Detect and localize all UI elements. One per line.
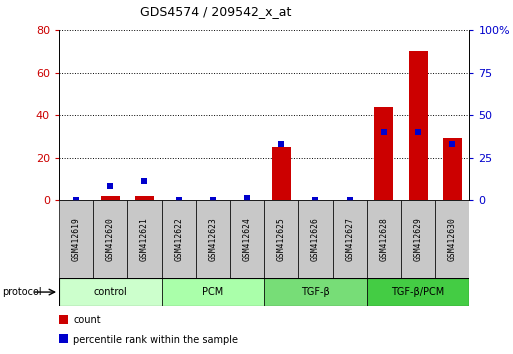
Point <box>106 184 114 189</box>
Text: GDS4574 / 209542_x_at: GDS4574 / 209542_x_at <box>140 5 291 18</box>
Bar <box>264 200 299 278</box>
Bar <box>264 278 367 306</box>
Text: GSM412620: GSM412620 <box>106 217 115 261</box>
Bar <box>367 278 469 306</box>
Point <box>311 197 320 203</box>
Bar <box>299 200 332 278</box>
Text: count: count <box>73 315 101 325</box>
Bar <box>59 200 93 278</box>
Text: PCM: PCM <box>202 287 224 297</box>
Bar <box>59 278 162 306</box>
Point <box>448 141 457 147</box>
Point <box>277 141 285 147</box>
Bar <box>230 200 264 278</box>
Text: GSM412621: GSM412621 <box>140 217 149 261</box>
Bar <box>135 196 154 200</box>
Bar <box>162 200 196 278</box>
Bar <box>409 51 427 200</box>
Point <box>243 195 251 201</box>
Point <box>174 197 183 203</box>
Text: GSM412630: GSM412630 <box>448 217 457 261</box>
Bar <box>374 107 393 200</box>
Text: control: control <box>93 287 127 297</box>
Bar <box>401 200 435 278</box>
Bar <box>93 200 127 278</box>
Bar <box>443 138 462 200</box>
Bar <box>367 200 401 278</box>
Point <box>141 178 149 184</box>
Text: percentile rank within the sample: percentile rank within the sample <box>73 335 239 345</box>
Bar <box>127 200 162 278</box>
Text: GSM412626: GSM412626 <box>311 217 320 261</box>
Text: GSM412628: GSM412628 <box>380 217 388 261</box>
Text: GSM412624: GSM412624 <box>243 217 251 261</box>
Point <box>72 197 80 203</box>
Point <box>209 197 217 203</box>
Text: GSM412622: GSM412622 <box>174 217 183 261</box>
Bar <box>101 196 120 200</box>
Point <box>380 129 388 135</box>
Text: GSM412619: GSM412619 <box>72 217 81 261</box>
Bar <box>162 278 264 306</box>
Text: TGF-β/PCM: TGF-β/PCM <box>391 287 445 297</box>
Bar <box>272 147 291 200</box>
Text: protocol: protocol <box>3 287 42 297</box>
Bar <box>196 200 230 278</box>
Text: GSM412629: GSM412629 <box>413 217 423 261</box>
Text: GSM412623: GSM412623 <box>208 217 218 261</box>
Text: GSM412627: GSM412627 <box>345 217 354 261</box>
Text: GSM412625: GSM412625 <box>277 217 286 261</box>
Bar <box>435 200 469 278</box>
Bar <box>332 200 367 278</box>
Point <box>346 197 354 203</box>
Point <box>414 129 422 135</box>
Text: TGF-β: TGF-β <box>301 287 330 297</box>
